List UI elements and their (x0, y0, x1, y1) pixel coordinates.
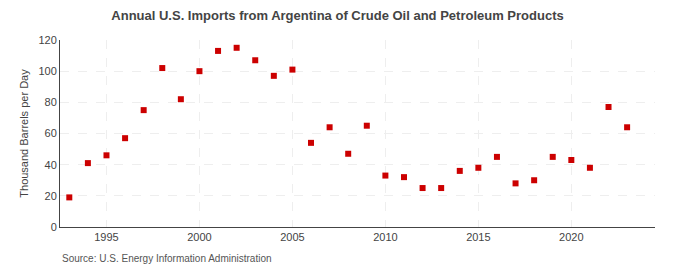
svg-text:40: 40 (45, 159, 57, 171)
svg-text:80: 80 (45, 96, 57, 108)
svg-text:2020: 2020 (559, 231, 583, 243)
svg-text:20: 20 (45, 190, 57, 202)
svg-text:60: 60 (45, 127, 57, 139)
svg-text:0: 0 (51, 221, 57, 233)
svg-text:100: 100 (38, 65, 56, 77)
svg-text:120: 120 (38, 34, 56, 46)
svg-text:Annual U.S. Imports from Argen: Annual U.S. Imports from Argentina of Cr… (111, 8, 563, 23)
svg-text:2015: 2015 (466, 231, 490, 243)
svg-text:2005: 2005 (280, 231, 304, 243)
svg-text:1995: 1995 (94, 231, 118, 243)
svg-text:Thousand Barrels per Day: Thousand Barrels per Day (18, 69, 30, 198)
svg-text:Source: U.S. Energy Informatio: Source: U.S. Energy Information Administ… (62, 253, 272, 264)
svg-text:2000: 2000 (187, 231, 211, 243)
svg-text:2010: 2010 (373, 231, 397, 243)
